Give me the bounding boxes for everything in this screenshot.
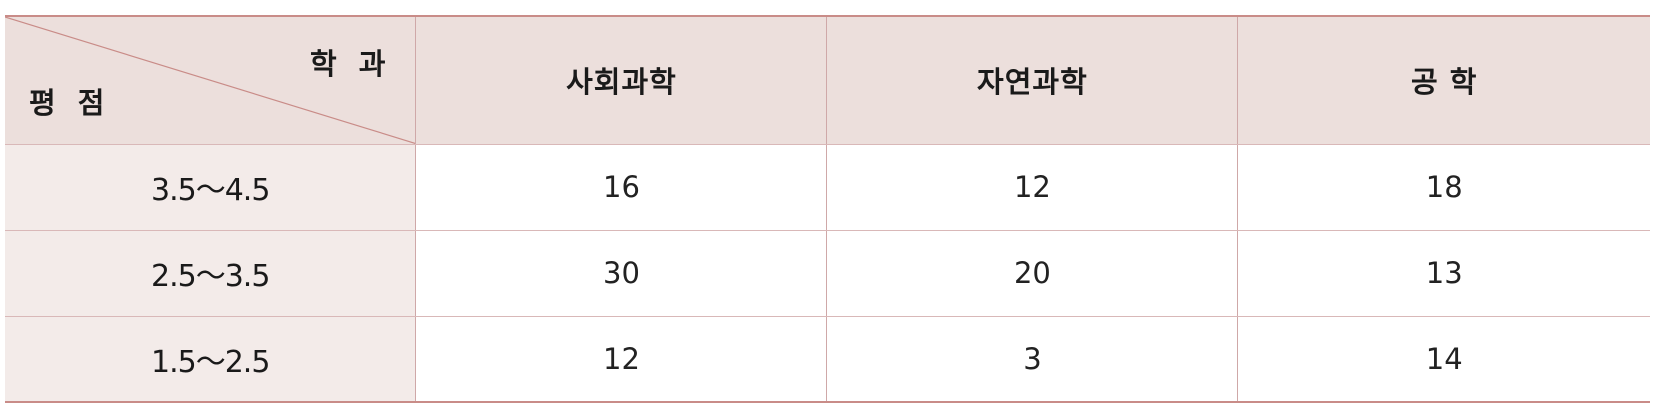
- corner-header-cell: 학 과 평 점: [5, 15, 417, 145]
- table-row: 2.5～3.5 30 20 13: [5, 230, 1650, 317]
- header-row: 학 과 평 점 사회과학 자연과학 공 학: [5, 15, 1650, 145]
- column-header-engineering: 공 학: [1237, 15, 1650, 145]
- table-cell: 30: [415, 230, 828, 317]
- table-row: 3.5～4.5 16 12 18: [5, 144, 1650, 231]
- table-cell: 3: [826, 316, 1239, 403]
- corner-grade-label: 평 점: [29, 85, 111, 120]
- table-cell: 18: [1237, 144, 1650, 231]
- row-header-grade-range: 2.5～3.5: [5, 230, 417, 317]
- table-cell: 12: [415, 316, 828, 403]
- column-header-social-science: 사회과학: [415, 15, 828, 145]
- table-row: 1.5～2.5 12 3 14: [5, 316, 1650, 403]
- table-cell: 12: [826, 144, 1239, 231]
- corner-department-label: 학 과: [310, 47, 392, 81]
- grade-distribution-table: 학 과 평 점 사회과학 자연과학 공 학 3.5～4.5 16 12 18 2…: [5, 15, 1650, 403]
- table-cell: 14: [1237, 316, 1650, 403]
- table-cell: 16: [415, 144, 828, 231]
- row-header-grade-range: 3.5～4.5: [5, 144, 417, 231]
- corner-diagonal-line: [6, 18, 415, 143]
- table-cell: 20: [826, 230, 1239, 317]
- row-header-grade-range: 1.5～2.5: [5, 316, 417, 403]
- column-header-natural-science: 자연과학: [826, 15, 1239, 145]
- table-cell: 13: [1237, 230, 1650, 317]
